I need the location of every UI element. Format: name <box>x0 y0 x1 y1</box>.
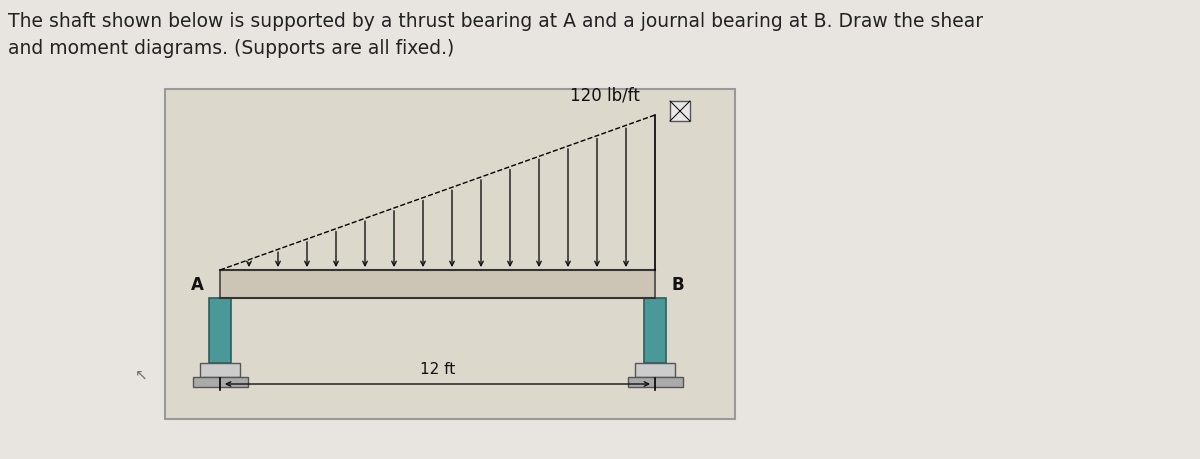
Bar <box>209 298 232 363</box>
Text: B: B <box>671 275 684 293</box>
Text: A: A <box>191 275 204 293</box>
Text: 12 ft: 12 ft <box>420 361 455 376</box>
Bar <box>220 270 655 298</box>
Text: ↖: ↖ <box>136 367 148 382</box>
Bar <box>200 363 240 377</box>
Bar <box>166 90 734 419</box>
Bar <box>644 298 666 363</box>
Bar <box>635 363 676 377</box>
Bar <box>192 377 247 387</box>
Bar <box>628 377 683 387</box>
Bar <box>670 102 690 122</box>
Text: 120 lb/ft: 120 lb/ft <box>570 86 640 104</box>
Text: The shaft shown below is supported by a thrust bearing at A and a journal bearin: The shaft shown below is supported by a … <box>8 12 983 57</box>
